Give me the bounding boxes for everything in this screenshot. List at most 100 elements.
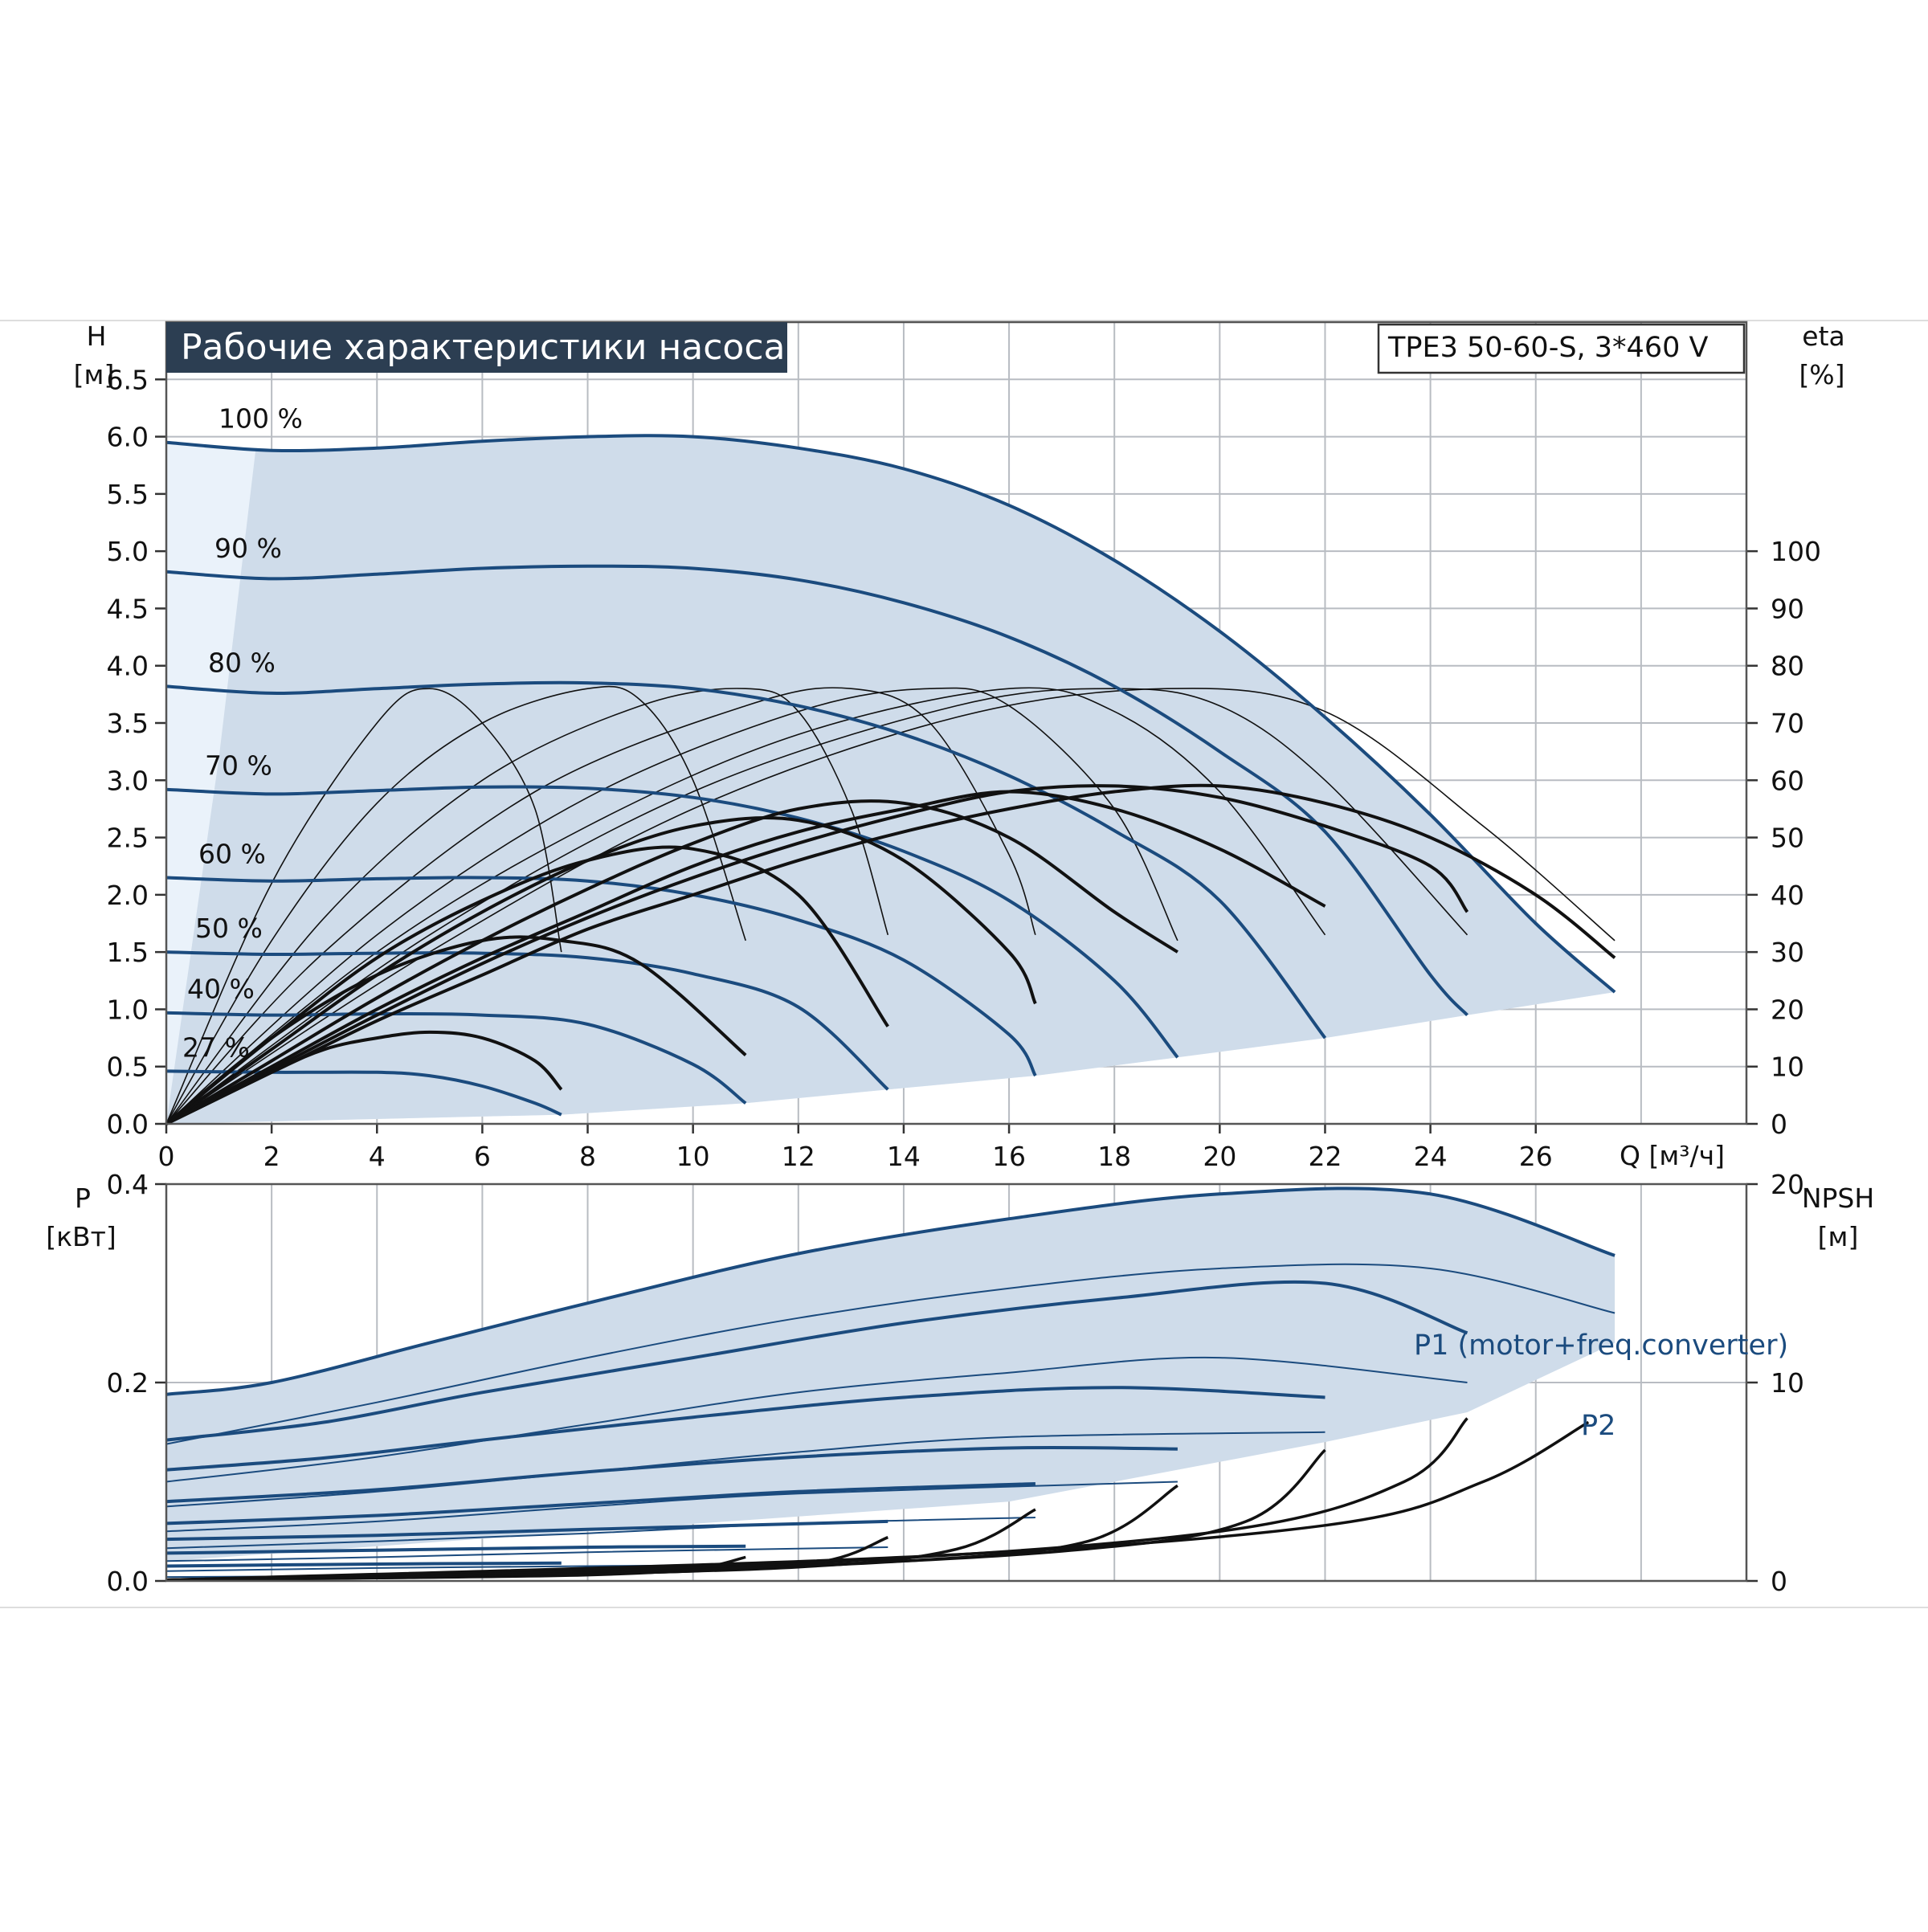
model-frame bbox=[1377, 323, 1746, 374]
q-tick-label: 8 bbox=[579, 1141, 596, 1172]
h-tick-label: 2.0 bbox=[107, 880, 149, 911]
npsh-tick-label: 10 bbox=[1771, 1367, 1804, 1399]
p1-curve-40 bbox=[165, 1544, 746, 1555]
q-tick-label: 10 bbox=[676, 1141, 710, 1172]
head-plot-frame bbox=[165, 321, 1748, 1125]
head-curve-80 bbox=[165, 680, 1327, 1040]
npsh-tick-label: 0 bbox=[1771, 1566, 1787, 1597]
h-tick-label: 0.0 bbox=[107, 1109, 149, 1140]
p2-curve-80 bbox=[165, 1431, 1326, 1508]
p2-series-label: P2 bbox=[1581, 1410, 1616, 1442]
q-tick-label: 26 bbox=[1519, 1141, 1553, 1172]
efficiency-thin-curves bbox=[165, 685, 1616, 1125]
head-curve-40 bbox=[165, 1011, 747, 1105]
power-operating-area-fill bbox=[166, 1188, 1616, 1562]
npsh-curves bbox=[165, 1417, 1590, 1582]
eta-tick-label: 90 bbox=[1771, 593, 1804, 624]
head-curve-60 bbox=[165, 876, 1037, 1077]
q-tick-label: 18 bbox=[1097, 1141, 1131, 1172]
head-axis-ticks: 0.0 0.5 1.0 1.5 2.0 2.5 3.0 3.5 4.0 4.5 5.0 5.5 6.0 6… bbox=[107, 364, 1821, 1172]
power-axis-ticks: 0.0 0.2 0.4 0 10 20 bbox=[107, 1169, 1804, 1597]
p1-curve-70 bbox=[165, 1445, 1178, 1504]
model-box: TPE3 50-60-S, 3*460 V bbox=[1377, 323, 1746, 374]
q-tick-label: 20 bbox=[1203, 1141, 1236, 1172]
head-curve-100 bbox=[165, 434, 1616, 994]
head-curve-70 bbox=[165, 785, 1179, 1059]
eta-tick-label: 50 bbox=[1771, 823, 1804, 854]
efficiency-thin-curve bbox=[165, 685, 746, 1125]
efficiency-curve-27 bbox=[165, 1030, 563, 1125]
q-tick-label: 0 bbox=[158, 1141, 175, 1172]
eta-axis-unit: [%] bbox=[1799, 359, 1844, 390]
h-tick-label: 3.0 bbox=[107, 765, 149, 796]
efficiency-curve-90 bbox=[165, 784, 1469, 1125]
p1-curve-50 bbox=[165, 1519, 888, 1542]
speed-label-90: 90 % bbox=[214, 533, 282, 564]
p-tick-label: 0.2 bbox=[107, 1367, 149, 1399]
p1-curve-60 bbox=[165, 1482, 1035, 1526]
speed-label-70: 70 % bbox=[205, 750, 272, 782]
p-tick-label: 0.4 bbox=[107, 1169, 149, 1200]
p-tick-label: 0.0 bbox=[107, 1566, 149, 1597]
eta-tick-label: 20 bbox=[1771, 994, 1804, 1025]
h-tick-label: 3.5 bbox=[107, 708, 149, 739]
h-tick-label: 5.0 bbox=[107, 536, 149, 567]
q-tick-label: 16 bbox=[992, 1141, 1026, 1172]
p2-curve-100 bbox=[165, 1263, 1616, 1445]
p2-curve-50 bbox=[165, 1546, 888, 1562]
h-tick-label: 1.0 bbox=[107, 994, 149, 1025]
p2-curve-90 bbox=[165, 1356, 1468, 1483]
eta-tick-label: 60 bbox=[1771, 765, 1804, 796]
speed-label-60: 60 % bbox=[198, 838, 266, 869]
head-operating-area bbox=[166, 435, 1616, 1124]
efficiency-curve-80 bbox=[165, 790, 1326, 1125]
npsh-curve bbox=[165, 1420, 1590, 1582]
h-tick-label: 2.5 bbox=[107, 823, 149, 854]
power-plot-frame bbox=[165, 1182, 1748, 1583]
q-tick-label: 6 bbox=[474, 1141, 491, 1172]
head-curves: 100 % 90 % 80 % 70 % 60 % 50 % 40 % 27 % bbox=[165, 403, 1616, 1117]
p-axis-unit: [кВт] bbox=[46, 1221, 116, 1252]
eta-tick-label: 40 bbox=[1771, 880, 1804, 911]
eta-tick-label: 100 bbox=[1771, 536, 1821, 567]
eta-tick-label: 80 bbox=[1771, 651, 1804, 682]
head-curve-50 bbox=[165, 950, 889, 1091]
q-tick-label: 24 bbox=[1414, 1141, 1448, 1172]
eta-tick-label: 0 bbox=[1771, 1109, 1787, 1140]
efficiency-thin-curve bbox=[165, 687, 1036, 1125]
p1-curve-90 bbox=[165, 1280, 1468, 1442]
p2-curve-70 bbox=[165, 1481, 1178, 1533]
q-tick-label: 12 bbox=[782, 1141, 815, 1172]
h-tick-label: 6.0 bbox=[107, 422, 149, 453]
head-curve-90 bbox=[165, 564, 1468, 1016]
speed-label-100: 100 % bbox=[219, 403, 303, 435]
npsh-tick-label: 20 bbox=[1771, 1169, 1804, 1200]
h-tick-label: 4.5 bbox=[107, 593, 149, 624]
p1-series-label: P1 (motor+freq.converter) bbox=[1414, 1330, 1788, 1362]
p1-curve-100 bbox=[165, 1187, 1616, 1396]
efficiency-curve-100 bbox=[165, 783, 1616, 1125]
model-label: TPE3 50-60-S, 3*460 V bbox=[1387, 332, 1708, 364]
p1-curves bbox=[165, 1187, 1616, 1568]
efficiency-curves bbox=[165, 783, 1616, 1125]
q-tick-label: 14 bbox=[887, 1141, 921, 1172]
efficiency-thin-curve bbox=[165, 687, 1178, 1125]
speed-label-27: 27 % bbox=[182, 1031, 250, 1063]
p-axis-label: P bbox=[75, 1182, 91, 1214]
chart-title: Рабочие характеристики насоса bbox=[181, 327, 785, 368]
eta-axis-label: eta bbox=[1802, 321, 1844, 352]
title-box: Рабочие характеристики насоса bbox=[166, 322, 787, 373]
speed-label-40: 40 % bbox=[187, 974, 255, 1005]
p1-curve-27 bbox=[165, 1561, 562, 1568]
speed-label-80: 80 % bbox=[208, 647, 276, 678]
h-tick-label: 5.5 bbox=[107, 479, 149, 510]
h-tick-label: 0.5 bbox=[107, 1052, 149, 1083]
q-tick-label: 4 bbox=[369, 1141, 386, 1172]
eta-tick-label: 30 bbox=[1771, 937, 1804, 968]
efficiency-thin-curve bbox=[165, 688, 1468, 1125]
h-axis-label: H bbox=[87, 321, 107, 352]
npsh-axis-unit: [м] bbox=[1818, 1221, 1859, 1252]
h-axis-unit: [м] bbox=[74, 359, 115, 390]
